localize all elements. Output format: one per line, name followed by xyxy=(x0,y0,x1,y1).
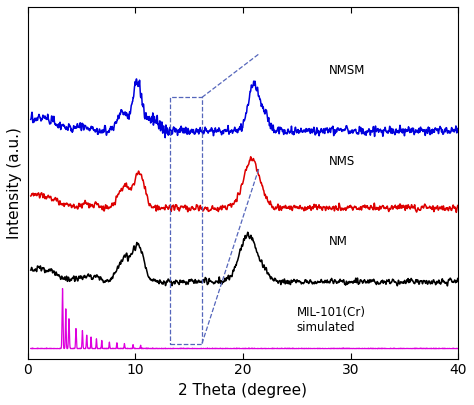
Text: NMSM: NMSM xyxy=(329,64,365,77)
Y-axis label: Intensity (a.u.): Intensity (a.u.) xyxy=(7,127,22,239)
Text: MIL-101(Cr)
simulated: MIL-101(Cr) simulated xyxy=(297,306,366,334)
X-axis label: 2 Theta (degree): 2 Theta (degree) xyxy=(178,383,308,398)
Bar xyxy=(170,97,202,343)
Text: NM: NM xyxy=(329,235,348,248)
Text: NMS: NMS xyxy=(329,155,356,168)
